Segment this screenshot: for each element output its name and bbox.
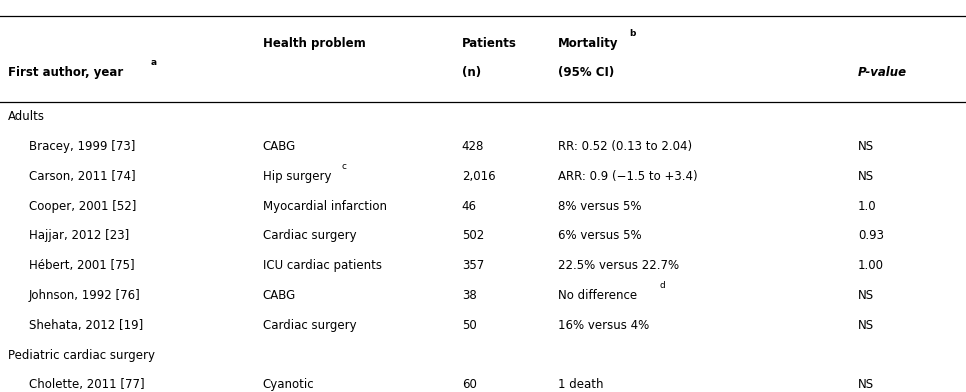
Text: 8% versus 5%: 8% versus 5% <box>558 200 641 213</box>
Text: Pediatric cardiac surgery: Pediatric cardiac surgery <box>8 348 155 362</box>
Text: RR: 0.52 (0.13 to 2.04): RR: 0.52 (0.13 to 2.04) <box>558 140 693 153</box>
Text: Myocardial infarction: Myocardial infarction <box>263 200 386 213</box>
Text: NS: NS <box>858 289 874 302</box>
Text: ICU cardiac patients: ICU cardiac patients <box>263 259 382 272</box>
Text: Hip surgery: Hip surgery <box>263 170 331 183</box>
Text: Shehata, 2012 [19]: Shehata, 2012 [19] <box>29 319 143 332</box>
Text: CABG: CABG <box>263 289 296 302</box>
Text: Patients: Patients <box>462 36 517 50</box>
Text: Hajjar, 2012 [23]: Hajjar, 2012 [23] <box>29 229 129 243</box>
Text: Cyanotic: Cyanotic <box>263 378 314 392</box>
Text: Johnson, 1992 [76]: Johnson, 1992 [76] <box>29 289 141 302</box>
Text: 60: 60 <box>462 378 476 392</box>
Text: 357: 357 <box>462 259 484 272</box>
Text: CABG: CABG <box>263 140 296 153</box>
Text: ARR: 0.9 (−1.5 to +3.4): ARR: 0.9 (−1.5 to +3.4) <box>558 170 698 183</box>
Text: 1.0: 1.0 <box>858 200 876 213</box>
Text: No difference: No difference <box>558 289 638 302</box>
Text: b: b <box>629 29 636 38</box>
Text: NS: NS <box>858 140 874 153</box>
Text: Cardiac surgery: Cardiac surgery <box>263 319 356 332</box>
Text: P-value: P-value <box>858 66 907 79</box>
Text: Bracey, 1999 [73]: Bracey, 1999 [73] <box>29 140 135 153</box>
Text: Health problem: Health problem <box>263 36 365 50</box>
Text: 22.5% versus 22.7%: 22.5% versus 22.7% <box>558 259 679 272</box>
Text: NS: NS <box>858 319 874 332</box>
Text: 38: 38 <box>462 289 476 302</box>
Text: 502: 502 <box>462 229 484 243</box>
Text: (n): (n) <box>462 66 481 79</box>
Text: Mortality: Mortality <box>558 36 619 50</box>
Text: 6% versus 5%: 6% versus 5% <box>558 229 642 243</box>
Text: 50: 50 <box>462 319 476 332</box>
Text: a: a <box>151 58 156 67</box>
Text: 1.00: 1.00 <box>858 259 884 272</box>
Text: d: d <box>660 281 666 290</box>
Text: 428: 428 <box>462 140 484 153</box>
Text: Cholette, 2011 [77]: Cholette, 2011 [77] <box>29 378 145 392</box>
Text: 0.93: 0.93 <box>858 229 884 243</box>
Text: NS: NS <box>858 170 874 183</box>
Text: Hébert, 2001 [75]: Hébert, 2001 [75] <box>29 259 134 272</box>
Text: NS: NS <box>858 378 874 392</box>
Text: 2,016: 2,016 <box>462 170 496 183</box>
Text: First author, year: First author, year <box>8 66 123 79</box>
Text: Cooper, 2001 [52]: Cooper, 2001 [52] <box>29 200 136 213</box>
Text: Cardiac surgery: Cardiac surgery <box>263 229 356 243</box>
Text: 46: 46 <box>462 200 477 213</box>
Text: (95% CI): (95% CI) <box>558 66 614 79</box>
Text: 1 death: 1 death <box>558 378 604 392</box>
Text: c: c <box>342 162 347 171</box>
Text: Adults: Adults <box>8 110 44 123</box>
Text: Carson, 2011 [74]: Carson, 2011 [74] <box>29 170 135 183</box>
Text: 16% versus 4%: 16% versus 4% <box>558 319 649 332</box>
